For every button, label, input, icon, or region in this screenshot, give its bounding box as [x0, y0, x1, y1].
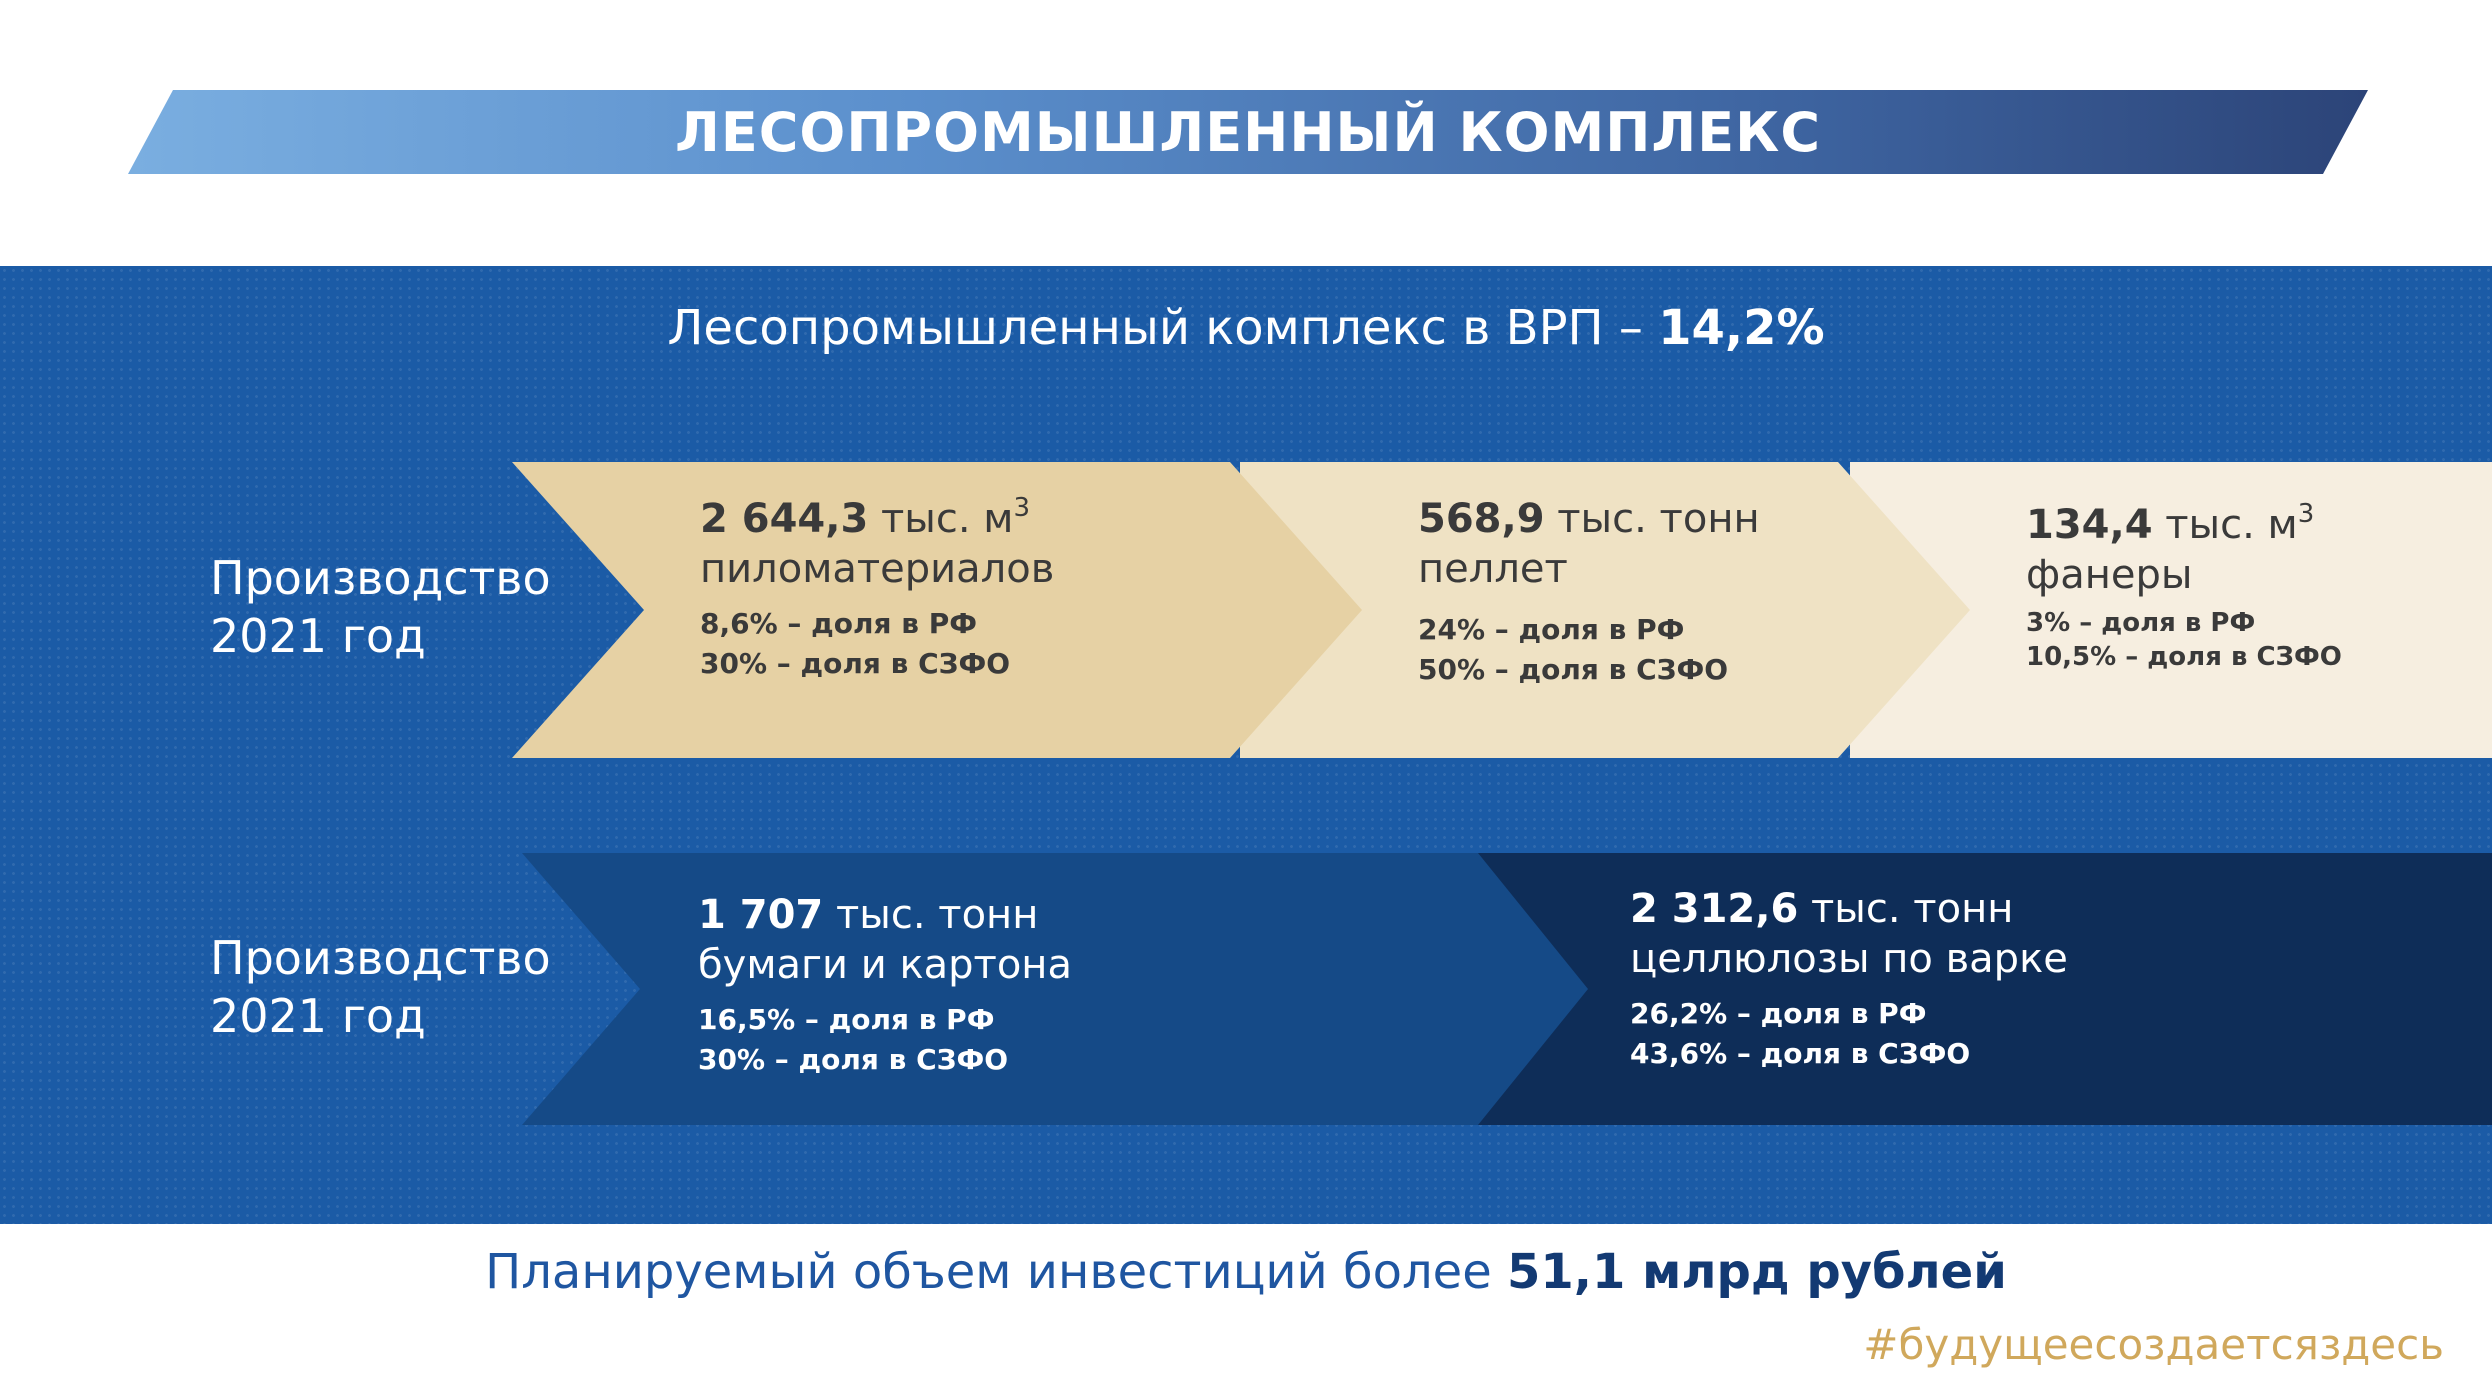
plywood-unit: тыс. м: [2152, 502, 2298, 548]
plywood-unit-sup: 3: [2297, 499, 2315, 529]
item-cellulose: 2 312,6 тыс. тонн целлюлозы по варке 26,…: [1630, 884, 2068, 1074]
cellulose-value: 2 312,6: [1630, 886, 1799, 932]
paper-unit: тыс. тонн: [823, 892, 1039, 938]
item-plywood: 134,4 тыс. м3 фанеры 3% – доля в РФ 10,5…: [2026, 500, 2342, 674]
row1-label-line2: 2021 год: [210, 609, 426, 663]
investment-value: 51,1 млрд рублей: [1506, 1244, 2007, 1300]
plywood-share-rf: 3% – доля в РФ: [2026, 608, 2256, 638]
vrp-text: Лесопромышленный комплекс в ВРП –: [667, 300, 1659, 356]
title-banner: [128, 90, 2368, 174]
lumber-share-szfo: 30% – доля в СЗФО: [700, 647, 1011, 680]
hashtag: #будущеесоздаетсяздесь: [1863, 1320, 2444, 1369]
item-pellets: 568,9 тыс. тонн пеллет 24% – доля в РФ 5…: [1418, 494, 1760, 690]
lumber-unit: тыс. м: [868, 496, 1014, 542]
chevron-paper: [522, 853, 1588, 1125]
pellets-value: 568,9: [1418, 496, 1545, 542]
investment-text: Планируемый объем инвестиций более: [485, 1244, 1507, 1300]
plywood-value: 134,4: [2026, 502, 2153, 548]
lumber-share-rf: 8,6% – доля в РФ: [700, 607, 977, 640]
item-lumber: 2 644,3 тыс. м3 пиломатериалов 8,6% – до…: [700, 494, 1054, 684]
cellulose-share-rf: 26,2% – доля в РФ: [1630, 997, 1927, 1030]
paper-value: 1 707: [698, 892, 824, 938]
pellets-unit: тыс. тонн: [1544, 496, 1760, 542]
paper-product: бумаги и картона: [698, 942, 1072, 988]
pellets-product: пеллет: [1418, 546, 1568, 592]
item-paper: 1 707 тыс. тонн бумаги и картона 16,5% –…: [698, 890, 1072, 1080]
row1-label: Производство 2021 год: [210, 549, 551, 665]
row2-label: Производство 2021 год: [210, 929, 551, 1045]
vrp-share: Лесопромышленный комплекс в ВРП – 14,2%: [0, 300, 2492, 356]
cellulose-product: целлюлозы по варке: [1630, 936, 2068, 982]
pellets-share-rf: 24% – доля в РФ: [1418, 613, 1685, 646]
row2-label-line1: Производство: [210, 931, 551, 985]
lumber-unit-sup: 3: [1013, 493, 1031, 523]
row2-label-line2: 2021 год: [210, 989, 426, 1043]
chevron-lumber: [512, 462, 1362, 758]
investment-line: Планируемый объем инвестиций более 51,1 …: [0, 1244, 2492, 1300]
paper-share-rf: 16,5% – доля в РФ: [698, 1003, 995, 1036]
vrp-value: 14,2%: [1658, 300, 1825, 356]
cellulose-unit: тыс. тонн: [1798, 886, 2014, 932]
lumber-value: 2 644,3: [700, 496, 869, 542]
pellets-share-szfo: 50% – доля в СЗФО: [1418, 653, 1729, 686]
row1-label-line1: Производство: [210, 551, 551, 605]
plywood-product: фанеры: [2026, 552, 2193, 598]
paper-share-szfo: 30% – доля в СЗФО: [698, 1043, 1009, 1076]
chevron-cellulose: [1470, 853, 2492, 1125]
cellulose-share-szfo: 43,6% – доля в СЗФО: [1630, 1037, 1971, 1070]
page-title: ЛЕСОПРОМЫШЛЕННЫЙ КОМПЛЕКС: [675, 100, 1821, 164]
plywood-share-szfo: 10,5% – доля в СЗФО: [2026, 642, 2342, 672]
lumber-product: пиломатериалов: [700, 546, 1055, 592]
